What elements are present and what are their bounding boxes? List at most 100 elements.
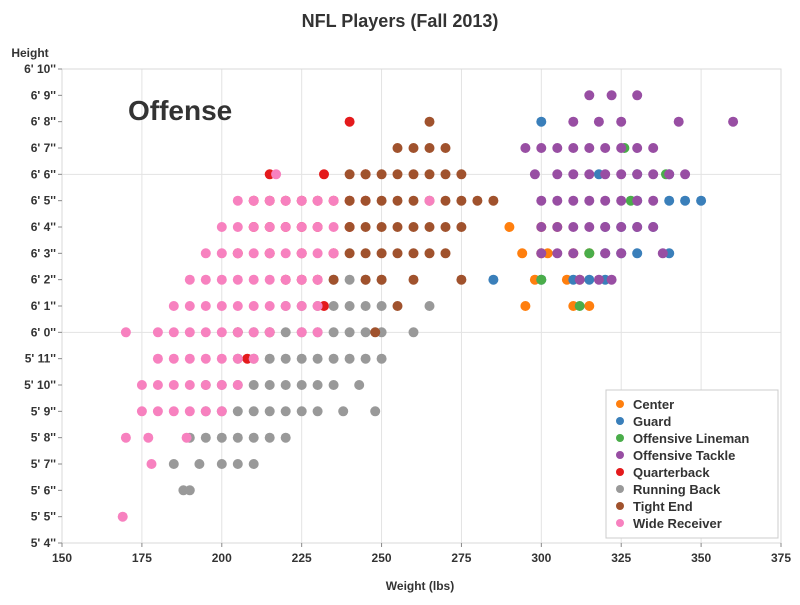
data-point [216, 222, 227, 232]
data-point [568, 248, 579, 259]
y-tick-label: 6' 0'' [31, 325, 56, 339]
data-point [536, 248, 547, 259]
legend-marker [616, 417, 624, 425]
data-point [536, 222, 547, 232]
data-point [360, 327, 371, 338]
legend-label: Center [633, 397, 674, 412]
data-point [616, 222, 627, 232]
data-point [143, 432, 154, 443]
data-point [606, 274, 617, 285]
y-tick-label: 5' 8'' [31, 431, 56, 445]
data-point [232, 353, 243, 364]
data-point [593, 116, 604, 127]
data-point [584, 248, 595, 259]
data-point [600, 143, 611, 153]
legend-marker [616, 485, 624, 493]
data-point [584, 169, 595, 180]
data-point [728, 116, 739, 127]
data-point [520, 301, 531, 311]
data-point [376, 274, 387, 285]
data-point [520, 143, 531, 153]
data-point [360, 274, 371, 285]
data-point [248, 195, 259, 206]
data-point [568, 195, 579, 206]
data-point [296, 301, 307, 311]
y-tick-label: 5' 4'' [31, 536, 56, 550]
data-point [440, 195, 451, 206]
data-point [216, 459, 227, 469]
data-point [376, 169, 387, 180]
data-point [184, 301, 195, 311]
data-point [200, 301, 211, 311]
data-point [248, 222, 259, 232]
data-point [216, 274, 227, 285]
data-point [424, 222, 435, 232]
data-point [248, 380, 259, 390]
data-point [440, 143, 451, 153]
x-tick-label: 175 [132, 551, 152, 565]
y-tick-label: 5' 11'' [25, 352, 56, 366]
y-tick-label: 5' 9'' [31, 404, 56, 418]
data-point [584, 274, 595, 285]
data-point [312, 406, 323, 417]
x-tick-label: 150 [52, 551, 72, 565]
data-point [632, 143, 643, 153]
data-point [456, 195, 467, 206]
y-tick-label: 6' 5'' [31, 194, 56, 208]
data-point [376, 195, 387, 206]
data-point [200, 406, 211, 417]
data-point [328, 222, 339, 232]
data-point [392, 301, 403, 311]
data-point [200, 353, 211, 364]
data-point [280, 432, 291, 443]
data-point [312, 353, 323, 364]
y-tick-label: 5' 5'' [31, 510, 56, 524]
x-tick-label: 275 [451, 551, 471, 565]
data-point [328, 327, 339, 338]
data-point [216, 380, 227, 390]
data-point [360, 248, 371, 259]
data-point [440, 169, 451, 180]
data-point [216, 327, 227, 338]
legend-marker [616, 451, 624, 459]
legend-label: Running Back [633, 482, 721, 497]
legend-label: Offensive Lineman [633, 431, 749, 446]
data-point [376, 353, 387, 364]
data-point [280, 327, 291, 338]
data-point [344, 248, 355, 259]
x-tick-label: 300 [531, 551, 551, 565]
data-point [146, 459, 157, 469]
y-tick-label: 5' 10'' [24, 378, 56, 392]
data-point [344, 222, 355, 232]
data-point [168, 380, 179, 390]
data-point [328, 248, 339, 259]
data-point [216, 432, 227, 443]
data-point [424, 301, 435, 311]
data-point [488, 195, 499, 206]
data-point [456, 222, 467, 232]
data-point [184, 380, 195, 390]
data-point [632, 90, 643, 101]
data-point [616, 116, 627, 127]
data-point [328, 301, 339, 311]
data-point [552, 248, 563, 259]
data-point [664, 169, 675, 180]
y-tick-label: 6' 8'' [31, 115, 56, 129]
legend-marker [616, 468, 624, 476]
data-point [152, 406, 163, 417]
x-tick-label: 375 [771, 551, 791, 565]
data-point [296, 327, 307, 338]
data-point [584, 222, 595, 232]
data-point [117, 511, 128, 522]
data-point [632, 248, 643, 259]
data-point [328, 353, 339, 364]
data-point [232, 195, 243, 206]
data-point [184, 327, 195, 338]
data-point [271, 169, 282, 180]
data-point [232, 248, 243, 259]
data-point [168, 406, 179, 417]
data-point [606, 90, 617, 101]
data-point [328, 380, 339, 390]
data-point [168, 353, 179, 364]
data-point [232, 380, 243, 390]
